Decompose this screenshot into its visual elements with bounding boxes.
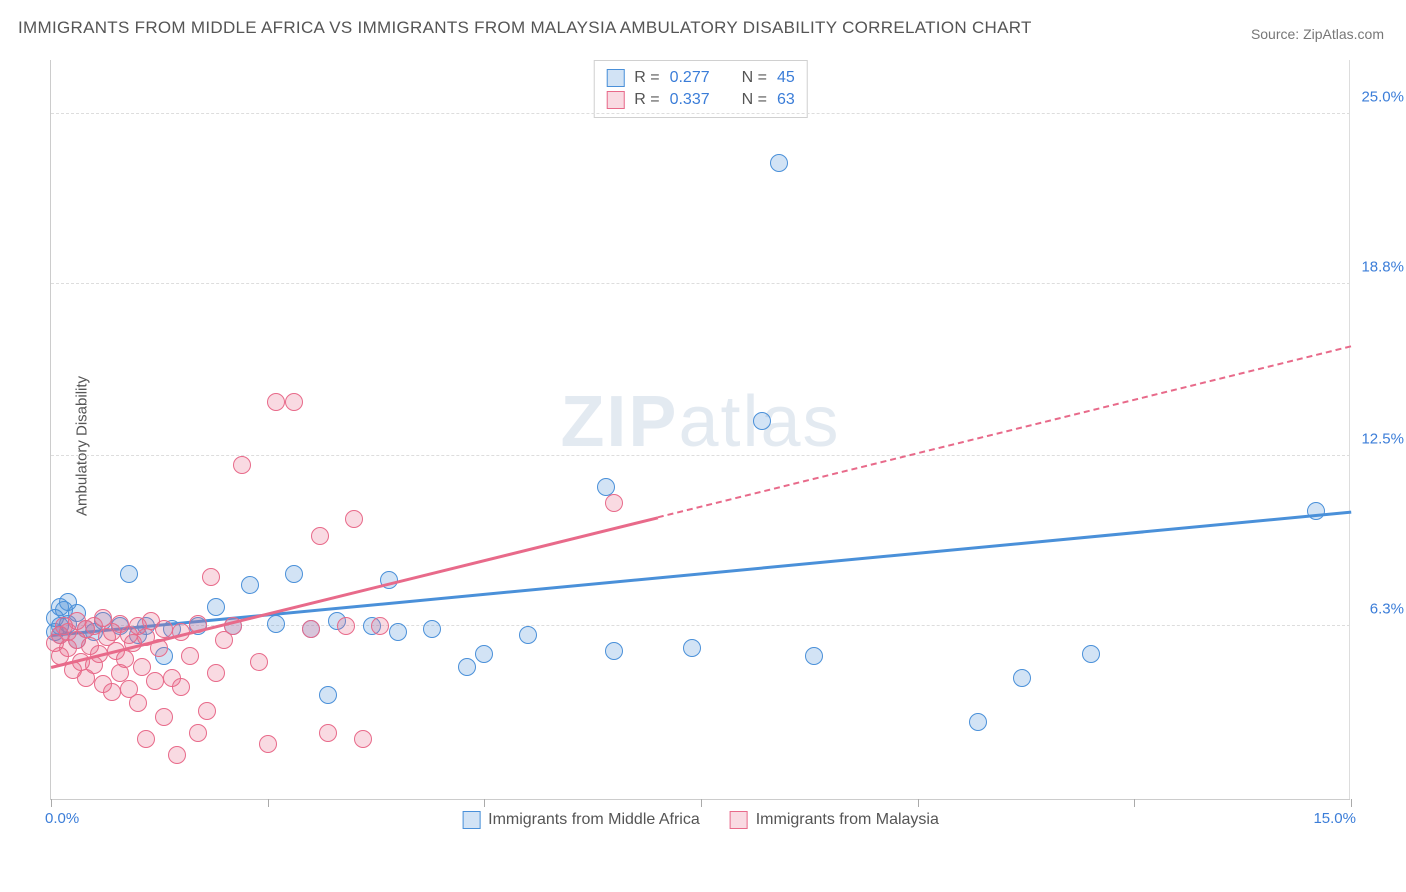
scatter-point xyxy=(969,713,987,731)
y-tick-label: 6.3% xyxy=(1370,601,1404,618)
scatter-point xyxy=(116,650,134,668)
legend-swatch xyxy=(730,811,748,829)
scatter-point xyxy=(597,478,615,496)
scatter-point xyxy=(267,615,285,633)
n-label: N = xyxy=(742,69,767,87)
legend-swatch xyxy=(462,811,480,829)
scatter-point xyxy=(345,510,363,528)
n-value: 63 xyxy=(777,91,795,109)
x-tick xyxy=(1351,799,1352,807)
scatter-point xyxy=(198,702,216,720)
scatter-point xyxy=(337,617,355,635)
scatter-point xyxy=(475,645,493,663)
scatter-point xyxy=(805,647,823,665)
scatter-point xyxy=(241,576,259,594)
scatter-point xyxy=(120,565,138,583)
source-attribution: Source: ZipAtlas.com xyxy=(1251,26,1384,42)
scatter-point xyxy=(181,647,199,665)
scatter-point xyxy=(103,683,121,701)
series-legend-item: Immigrants from Middle Africa xyxy=(462,811,700,829)
scatter-point xyxy=(168,746,186,764)
plot-right-border xyxy=(1349,60,1350,799)
legend-swatch xyxy=(606,91,624,109)
scatter-point xyxy=(202,568,220,586)
scatter-point xyxy=(423,620,441,638)
scatter-point xyxy=(285,393,303,411)
gridline-h xyxy=(51,283,1350,284)
r-label: R = xyxy=(634,69,659,87)
legend-row: R = 0.277 N = 45 xyxy=(606,67,795,89)
scatter-point xyxy=(1013,669,1031,687)
series-label: Immigrants from Middle Africa xyxy=(488,811,700,829)
scatter-point xyxy=(753,412,771,430)
scatter-point xyxy=(683,639,701,657)
scatter-point xyxy=(302,620,320,638)
scatter-point xyxy=(250,653,268,671)
scatter-point xyxy=(389,623,407,641)
scatter-point xyxy=(172,678,190,696)
scatter-point xyxy=(319,724,337,742)
y-tick-label: 12.5% xyxy=(1361,431,1404,448)
correlation-legend: R = 0.277 N = 45 R = 0.337 N = 63 xyxy=(593,60,808,118)
trend-line xyxy=(51,511,1351,634)
scatter-point xyxy=(605,642,623,660)
watermark: ZIPatlas xyxy=(560,380,840,462)
scatter-point xyxy=(354,730,372,748)
x-tick xyxy=(918,799,919,807)
scatter-point xyxy=(207,598,225,616)
scatter-point xyxy=(137,730,155,748)
scatter-point xyxy=(1082,645,1100,663)
y-tick-label: 25.0% xyxy=(1361,88,1404,105)
scatter-point xyxy=(1307,502,1325,520)
scatter-point xyxy=(155,708,173,726)
scatter-point xyxy=(129,694,147,712)
watermark-bold: ZIP xyxy=(560,381,678,461)
y-tick-label: 18.8% xyxy=(1361,258,1404,275)
series-legend-item: Immigrants from Malaysia xyxy=(730,811,939,829)
scatter-point xyxy=(285,565,303,583)
chart-title: IMMIGRANTS FROM MIDDLE AFRICA VS IMMIGRA… xyxy=(18,18,1032,38)
scatter-point xyxy=(311,527,329,545)
scatter-point xyxy=(319,686,337,704)
scatter-point xyxy=(267,393,285,411)
series-label: Immigrants from Malaysia xyxy=(756,811,939,829)
legend-row: R = 0.337 N = 63 xyxy=(606,89,795,111)
x-tick xyxy=(51,799,52,807)
r-value: 0.337 xyxy=(670,91,710,109)
x-axis-min-label: 0.0% xyxy=(45,810,79,827)
scatter-point xyxy=(207,664,225,682)
scatter-point xyxy=(458,658,476,676)
r-value: 0.277 xyxy=(670,69,710,87)
n-value: 45 xyxy=(777,69,795,87)
x-tick xyxy=(484,799,485,807)
scatter-plot-area: ZIPatlas R =0.277N =45R =0.337N =63 0.0%… xyxy=(50,60,1350,800)
legend-swatch xyxy=(606,69,624,87)
scatter-point xyxy=(519,626,537,644)
scatter-point xyxy=(233,456,251,474)
r-label: R = xyxy=(634,91,659,109)
scatter-point xyxy=(146,672,164,690)
gridline-h xyxy=(51,625,1350,626)
trend-line xyxy=(51,347,1351,668)
scatter-point xyxy=(371,617,389,635)
x-tick xyxy=(701,799,702,807)
x-tick xyxy=(1134,799,1135,807)
scatter-point xyxy=(189,724,207,742)
gridline-h xyxy=(51,113,1350,114)
x-axis-max-label: 15.0% xyxy=(1313,810,1356,827)
scatter-point xyxy=(259,735,277,753)
scatter-point xyxy=(770,154,788,172)
series-legend: Immigrants from Middle Africa Immigrants … xyxy=(462,811,939,829)
x-tick xyxy=(268,799,269,807)
n-label: N = xyxy=(742,91,767,109)
scatter-point xyxy=(605,494,623,512)
